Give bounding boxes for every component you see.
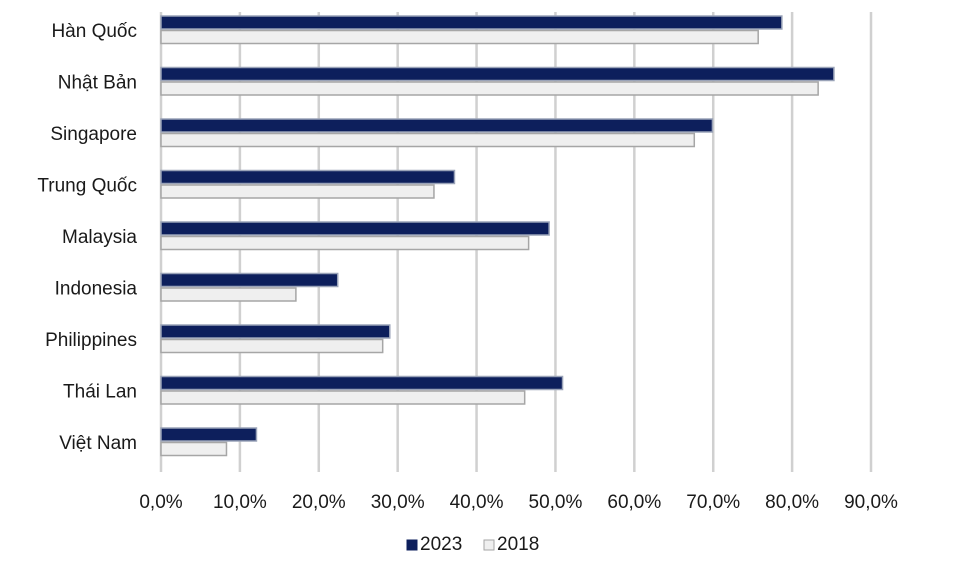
x-tick-label: 20,0% (292, 492, 346, 513)
bar-2023 (160, 66, 835, 82)
bar-2018 (160, 132, 696, 148)
category-label: Nhật Bản (58, 72, 137, 93)
bar-2023 (160, 375, 564, 391)
category-label: Indonesia (55, 278, 138, 299)
category-labels: Hàn Quốc Nhật Bản Singapore Trung Quốc Malay… (37, 21, 137, 454)
x-tick-label: 80,0% (765, 492, 819, 513)
category-label: Philippines (45, 330, 137, 351)
category-label: Malaysia (62, 227, 137, 248)
category-label: Thái Lan (63, 381, 137, 402)
bar-2018 (160, 287, 297, 302)
bar-2023 (160, 169, 456, 185)
legend: 2023 2018 (406, 534, 539, 555)
category-label: Hàn Quốc (51, 21, 137, 42)
x-tick-label: 70,0% (686, 492, 740, 513)
bar-2018 (160, 29, 759, 45)
bar-2018 (160, 235, 530, 251)
bar-2023 (160, 272, 339, 288)
bar-2023 (160, 118, 714, 133)
x-tick-label: 60,0% (607, 492, 661, 513)
x-tick-label: 90,0% (844, 492, 898, 513)
bar-2023 (160, 15, 783, 30)
category-label: Trung Quốc (37, 175, 137, 196)
category-label: Singapore (50, 124, 137, 145)
bar-2023 (160, 221, 550, 236)
category-label: Việt Nam (59, 433, 137, 454)
bar-2018 (160, 338, 384, 354)
bar-2018 (160, 390, 526, 405)
x-tick-label: 10,0% (213, 492, 267, 513)
bar-2018 (160, 81, 819, 96)
legend-swatch (406, 539, 418, 551)
bar-2023 (160, 324, 391, 339)
bar-2018 (160, 184, 435, 199)
legend-label: 2018 (497, 534, 539, 555)
legend-swatch (483, 539, 495, 551)
x-tick-label: 30,0% (371, 492, 425, 513)
x-tick-label: 0,0% (139, 492, 182, 513)
legend-label: 2023 (420, 534, 462, 555)
bar-2018 (160, 441, 228, 457)
x-tick-label: 40,0% (450, 492, 504, 513)
x-tick-label: 50,0% (529, 492, 583, 513)
x-tick-labels: 0,0% 10,0% 20,0% 30,0% 40,0% 50,0% 60,0% 70,0% 8… (139, 492, 898, 513)
bars (160, 15, 835, 457)
bar-2023 (160, 427, 258, 442)
